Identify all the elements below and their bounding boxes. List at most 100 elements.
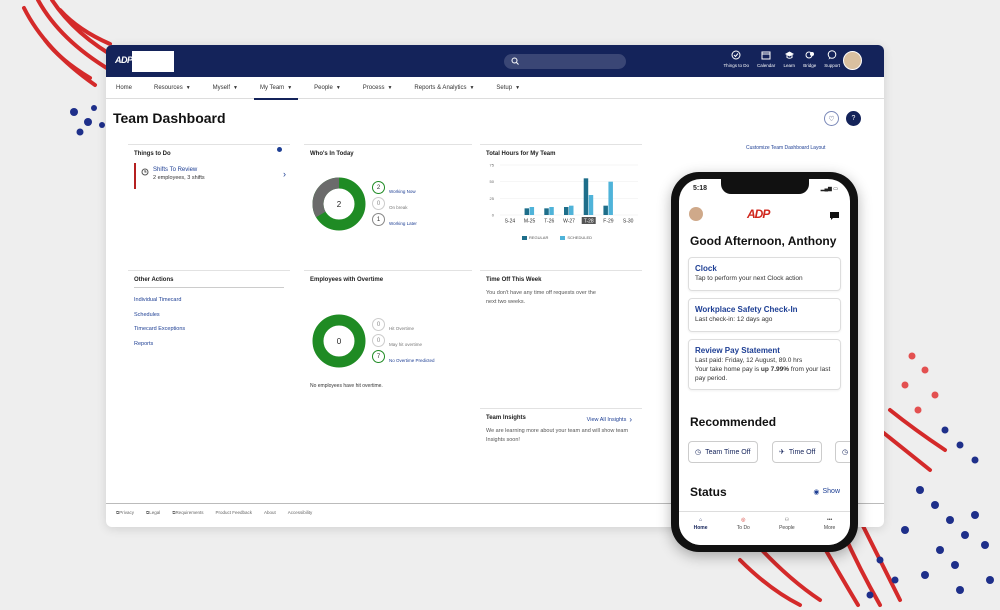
tab-home-label: Home: [693, 525, 708, 531]
whos-in-title: Who's In Today: [310, 151, 354, 157]
page-header: Team Dashboard ♡ ?: [106, 99, 884, 133]
overtime-center-value: 0: [337, 337, 342, 346]
individual-timecard-link[interactable]: Individual Timecard: [134, 297, 182, 303]
chevron-down-icon: ▼: [515, 84, 521, 91]
bar-regular-t-28: [583, 178, 589, 215]
overtime-title: Employees with Overtime: [310, 277, 384, 283]
legend-row: 1 Working Later: [372, 213, 417, 226]
nav-process[interactable]: Process ▼: [363, 77, 393, 99]
help-button[interactable]: ?: [846, 111, 861, 126]
things-to-do-title: Things to Do: [134, 151, 171, 157]
hit-overtime-label: Hit Overtime: [389, 326, 415, 331]
nav-setup[interactable]: Setup ▼: [496, 77, 520, 99]
footer-privacy-link[interactable]: ⧉Privacy: [116, 510, 134, 515]
y-tick-label: 25: [490, 196, 495, 201]
external-link-icon: ⧉: [172, 510, 176, 515]
highlight-tick-bg: [581, 217, 596, 224]
time-off-label: Time Off: [788, 448, 816, 456]
tab-more[interactable]: ••• More: [824, 517, 835, 531]
top-bar: ADP Things to Do Calendar Learn Bridge: [106, 45, 884, 77]
adp-logo[interactable]: ADP: [115, 55, 133, 65]
nav-home[interactable]: Home: [116, 77, 132, 99]
bridge-button[interactable]: Bridge: [803, 49, 816, 68]
pay-statement-card[interactable]: Review Pay Statement Last paid: Friday, …: [688, 339, 841, 391]
reports-link[interactable]: Reports: [134, 340, 154, 347]
working-now-count: 2: [372, 181, 385, 194]
tab-home[interactable]: ⌂ Home: [694, 517, 708, 531]
nav-my-team[interactable]: My Team ▼: [253, 77, 299, 100]
calendar-label: Calendar: [756, 63, 776, 68]
legend-row: 2 Working Now: [372, 181, 417, 194]
schedules-link[interactable]: Schedules: [134, 311, 160, 318]
x-tick-label: T-28: [584, 219, 594, 225]
bar-scheduled-t-28: [588, 195, 594, 215]
timecard-exceptions-link[interactable]: Timecard Exceptions: [134, 326, 186, 332]
bar-scheduled-m-25: [529, 207, 535, 215]
y-tick-label: 0: [492, 213, 495, 218]
working-later-count: 1: [372, 213, 385, 226]
page-title: Team Dashboard: [113, 110, 226, 126]
time-off-title: Time Off This Week: [486, 277, 542, 283]
show-label: Show: [822, 488, 840, 495]
team-time-off-button[interactable]: ◷ Team Time Off: [688, 441, 758, 463]
calendar-button[interactable]: Calendar: [757, 49, 775, 68]
chevron-right-icon: ›: [283, 169, 286, 179]
phone-time: 5:18: [693, 185, 708, 192]
overtime-donut: 0: [312, 314, 366, 368]
nav-reports-analytics[interactable]: Reports & Analytics ▼: [414, 77, 474, 99]
total-hours-title: Total Hours for My Team: [486, 151, 556, 157]
things-to-do-button[interactable]: Things to Do: [723, 49, 749, 68]
footer-accessibility-link[interactable]: Accessibility: [287, 510, 313, 515]
bar-regular-f-29: [603, 205, 608, 215]
bridge-label: Bridge: [803, 63, 817, 68]
legend-regular: REGULAR: [522, 235, 548, 240]
clock-card-title: Clock: [695, 264, 717, 273]
search-input[interactable]: [504, 54, 626, 69]
may-hit-overtime-count: 0: [372, 334, 385, 347]
total-hours-card: Total Hours for My Team 75 50 25 0 S-24 M-25 T…: [480, 144, 642, 269]
things-to-do-card: Things to Do Shifts To Review 2 employee…: [128, 144, 290, 254]
footer-legal-link[interactable]: ⧉Legal: [146, 510, 160, 515]
clock-card[interactable]: Clock Tap to perform your next Clock act…: [688, 257, 841, 291]
view-all-insights-link[interactable]: View All Insights ›: [587, 415, 632, 424]
nav-myself[interactable]: Myself ▼: [213, 77, 238, 99]
footer-requirements-link[interactable]: ⧉Requirements: [172, 510, 203, 515]
chevron-down-icon: ▼: [233, 84, 238, 91]
total-hours-chart: 75 50 25 0 S-24 M-25 T-26 W-27 T-28 F-29 S-30: [490, 163, 638, 225]
more-recommended-button[interactable]: ◷: [835, 441, 850, 463]
time-off-button[interactable]: ✈ Time Off: [772, 441, 823, 463]
nav-resources[interactable]: Resources ▼: [154, 77, 191, 99]
time-off-text: You don't have any time off requests ove…: [486, 290, 596, 305]
learn-button[interactable]: Learn: [783, 49, 795, 68]
favorite-button[interactable]: ♡: [824, 111, 839, 126]
team-insights-card: Team Insights View All Insights › We are …: [480, 408, 642, 498]
chevron-down-icon: ▼: [335, 84, 341, 91]
nav-my-team-label: My Team: [259, 84, 285, 91]
nav-resources-label: Resources: [154, 84, 183, 91]
chat-icon[interactable]: [829, 211, 840, 221]
search-icon: [511, 57, 519, 65]
avatar[interactable]: [843, 51, 862, 70]
shifts-to-review-title: Shifts To Review: [153, 167, 198, 173]
x-tick-label: F-29: [603, 219, 614, 225]
help-icon: ?: [851, 115, 856, 122]
avatar[interactable]: [689, 207, 703, 221]
x-tick-label: W-27: [563, 219, 575, 225]
more-icon: •••: [826, 517, 833, 523]
nav-people[interactable]: People ▼: [314, 77, 341, 99]
customize-layout-link[interactable]: Customize Team Dashboard Layout: [746, 145, 826, 151]
overtime-note: No employees have hit overtime.: [310, 383, 383, 389]
signal-icon: ▂▄▆: [820, 186, 832, 192]
tab-people[interactable]: ⚇ People: [779, 517, 795, 531]
show-status-button[interactable]: ◉ Show: [813, 488, 840, 496]
pay-statement-line2: Your take home pay is up 7.99% from your…: [695, 366, 834, 384]
support-button[interactable]: Support: [824, 49, 840, 68]
shifts-to-review-item[interactable]: Shifts To Review 2 employees, 3 shifts ›: [134, 163, 290, 189]
bar-regular-w-27: [564, 207, 569, 215]
footer-privacy-label: Privacy: [119, 510, 134, 515]
footer-about-link[interactable]: About: [263, 510, 276, 515]
safety-checkin-card[interactable]: Workplace Safety Check-In Last check-in:…: [688, 298, 841, 332]
footer-product-feedback-link[interactable]: Product Feedback: [215, 510, 252, 515]
tab-to-do[interactable]: ◎ To Do: [737, 517, 750, 531]
